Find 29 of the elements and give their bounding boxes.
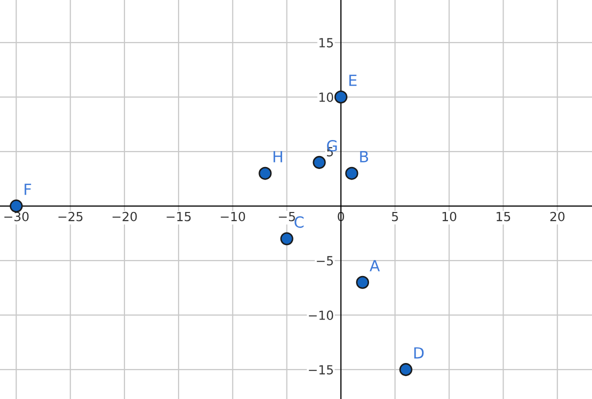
point [258,166,272,180]
y-tick-label: 10 [319,92,334,102]
x-tick-label: −25 [58,212,82,222]
annotation: B [360,151,368,162]
point [345,166,358,180]
point [312,156,326,169]
y-tick-label: 15 [319,38,333,48]
point [334,90,348,104]
y-tick-label: −10 [308,310,334,320]
x-tick-label: −10 [220,212,246,222]
x-tick-label: 15 [496,212,510,222]
point [356,276,370,289]
annotation: C [294,216,304,228]
y-tick-label: −5 [316,256,333,266]
point [399,363,412,376]
annotation: E [349,74,357,86]
x-tick-label: −30 [4,212,29,222]
x-tick-label: −20 [112,212,137,222]
x-tick-label: −15 [166,212,191,222]
x-tick-label: 20 [550,212,564,222]
y-tick-label: −15 [308,365,333,374]
annotation: A [370,260,380,272]
annotation: F [24,184,32,195]
annotation: D [414,347,424,358]
x-tick-label: −5 [278,212,295,222]
point [280,232,294,246]
x-tick-label: 10 [442,212,456,222]
annotation: H [274,151,282,162]
x-tick-label: 5 [392,212,398,222]
